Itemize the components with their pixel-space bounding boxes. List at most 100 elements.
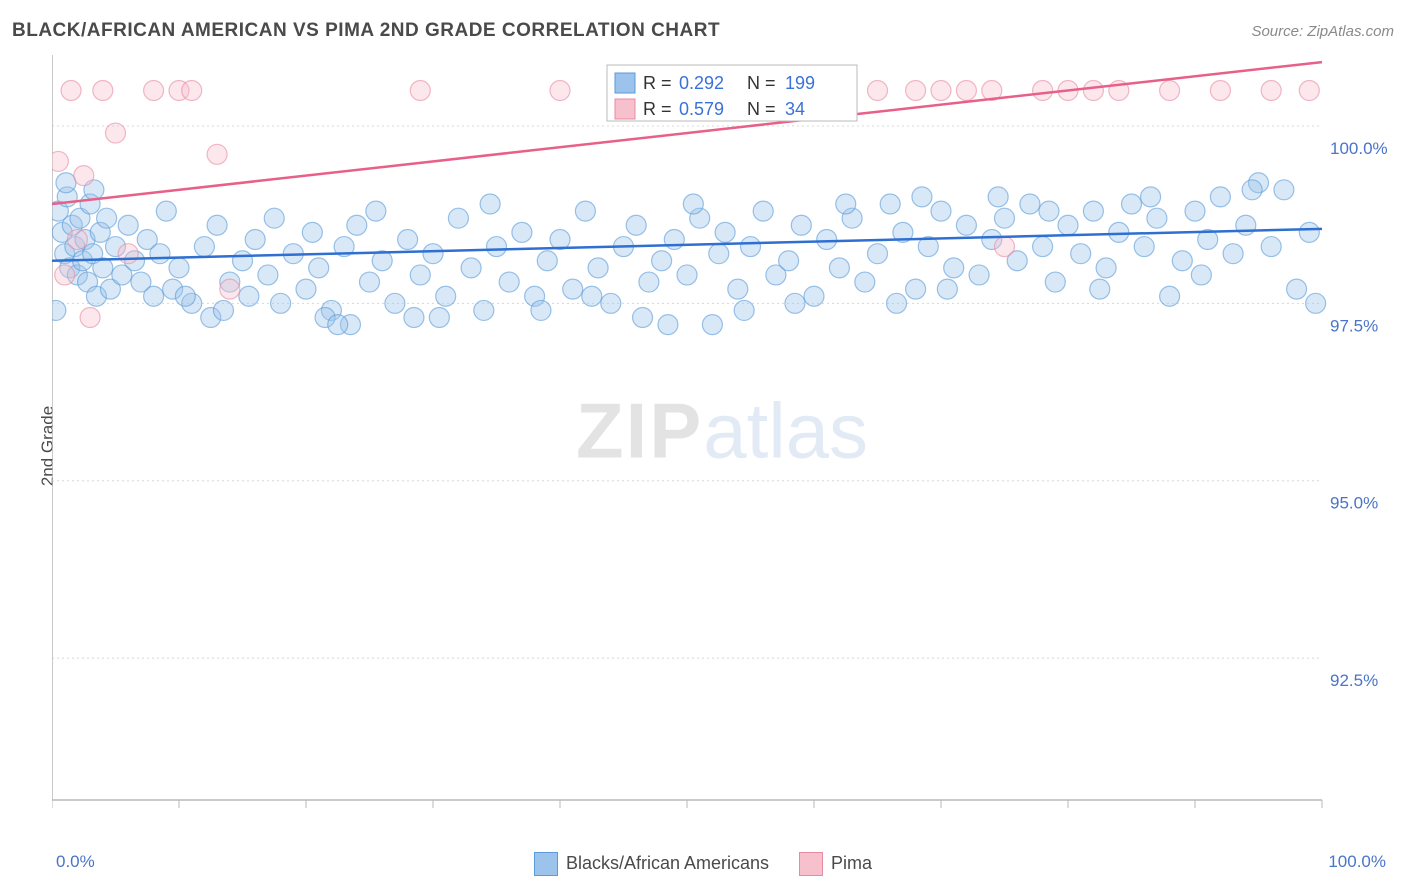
y-tick-label: 92.5% [1330, 671, 1378, 690]
scatter-point [328, 315, 348, 335]
scatter-point [677, 265, 697, 285]
stats-n-label: N = [747, 73, 776, 93]
scatter-point [956, 215, 976, 235]
scatter-point [956, 80, 976, 100]
scatter-point [118, 244, 138, 264]
y-tick-label: 97.5% [1330, 316, 1378, 335]
scatter-point [144, 80, 164, 100]
scatter-point [302, 222, 322, 242]
scatter-point [1191, 265, 1211, 285]
scatter-point [931, 201, 951, 221]
scatter-point [937, 279, 957, 299]
scatter-point [61, 80, 81, 100]
scatter-point [410, 80, 430, 100]
scatter-point [1090, 279, 1110, 299]
scatter-point [995, 208, 1015, 228]
scatter-plot-svg: 92.5%95.0%97.5%100.0%R =0.292N =199R =0.… [52, 55, 1392, 825]
scatter-point [906, 80, 926, 100]
scatter-point [1210, 187, 1230, 207]
legend-label-blacks: Blacks/African Americans [566, 853, 769, 873]
y-tick-label: 100.0% [1330, 139, 1388, 158]
scatter-point [1039, 201, 1059, 221]
scatter-point [906, 279, 926, 299]
scatter-point [1210, 80, 1230, 100]
scatter-point [97, 208, 117, 228]
scatter-point [728, 279, 748, 299]
scatter-point [829, 258, 849, 278]
scatter-point [550, 80, 570, 100]
scatter-point [563, 279, 583, 299]
scatter-point [207, 144, 227, 164]
scatter-point [1160, 286, 1180, 306]
scatter-point [633, 308, 653, 328]
scatter-point [1242, 180, 1262, 200]
scatter-point [1147, 208, 1167, 228]
scatter-point [1033, 80, 1053, 100]
scatter-point [531, 300, 551, 320]
scatter-point [360, 272, 380, 292]
scatter-point [429, 308, 449, 328]
legend-swatch-pima [799, 852, 823, 876]
scatter-point [385, 293, 405, 313]
scatter-point [207, 215, 227, 235]
chart-title: BLACK/AFRICAN AMERICAN VS PIMA 2ND GRADE… [12, 20, 720, 42]
scatter-point [410, 265, 430, 285]
scatter-point [461, 258, 481, 278]
scatter-point [1109, 222, 1129, 242]
scatter-point [709, 244, 729, 264]
scatter-point [804, 286, 824, 306]
scatter-point [639, 272, 659, 292]
scatter-point [220, 279, 240, 299]
scatter-point [1223, 244, 1243, 264]
stats-n-value: 34 [785, 99, 805, 119]
scatter-point [1299, 80, 1319, 100]
scatter-point [537, 251, 557, 271]
scatter-point [785, 293, 805, 313]
chart-header: BLACK/AFRICAN AMERICAN VS PIMA 2ND GRADE… [12, 20, 1394, 42]
scatter-point [868, 80, 888, 100]
scatter-point [67, 229, 87, 249]
scatter-point [258, 265, 278, 285]
scatter-point [309, 258, 329, 278]
scatter-point [1261, 237, 1281, 257]
scatter-point [601, 293, 621, 313]
stats-r-label: R = [643, 99, 672, 119]
stats-swatch [615, 99, 635, 119]
scatter-point [194, 237, 214, 257]
scatter-point [912, 187, 932, 207]
legend-label-pima: Pima [831, 853, 872, 873]
scatter-point [1287, 279, 1307, 299]
scatter-point [582, 286, 602, 306]
scatter-point [575, 201, 595, 221]
scatter-point [347, 215, 367, 235]
scatter-point [753, 201, 773, 221]
scatter-point [1299, 222, 1319, 242]
scatter-point [931, 80, 951, 100]
stats-r-value: 0.292 [679, 73, 724, 93]
scatter-point [264, 208, 284, 228]
scatter-point [239, 286, 259, 306]
y-tick-label: 95.0% [1330, 494, 1378, 513]
scatter-point [1172, 251, 1192, 271]
scatter-point [93, 80, 113, 100]
legend-item-blacks: Blacks/African Americans [534, 852, 769, 876]
scatter-point [1096, 258, 1116, 278]
scatter-point [988, 187, 1008, 207]
scatter-point [404, 308, 424, 328]
scatter-point [944, 258, 964, 278]
scatter-point [652, 251, 672, 271]
scatter-point [880, 194, 900, 214]
scatter-point [1236, 215, 1256, 235]
scatter-point [1083, 80, 1103, 100]
trend-line [52, 229, 1322, 261]
scatter-point [702, 315, 722, 335]
scatter-point [118, 215, 138, 235]
scatter-point [836, 194, 856, 214]
legend-swatch-blacks [534, 852, 558, 876]
scatter-point [734, 300, 754, 320]
scatter-point [423, 244, 443, 264]
scatter-point [626, 215, 646, 235]
scatter-point [448, 208, 468, 228]
scatter-point [1160, 80, 1180, 100]
scatter-point [1071, 244, 1091, 264]
